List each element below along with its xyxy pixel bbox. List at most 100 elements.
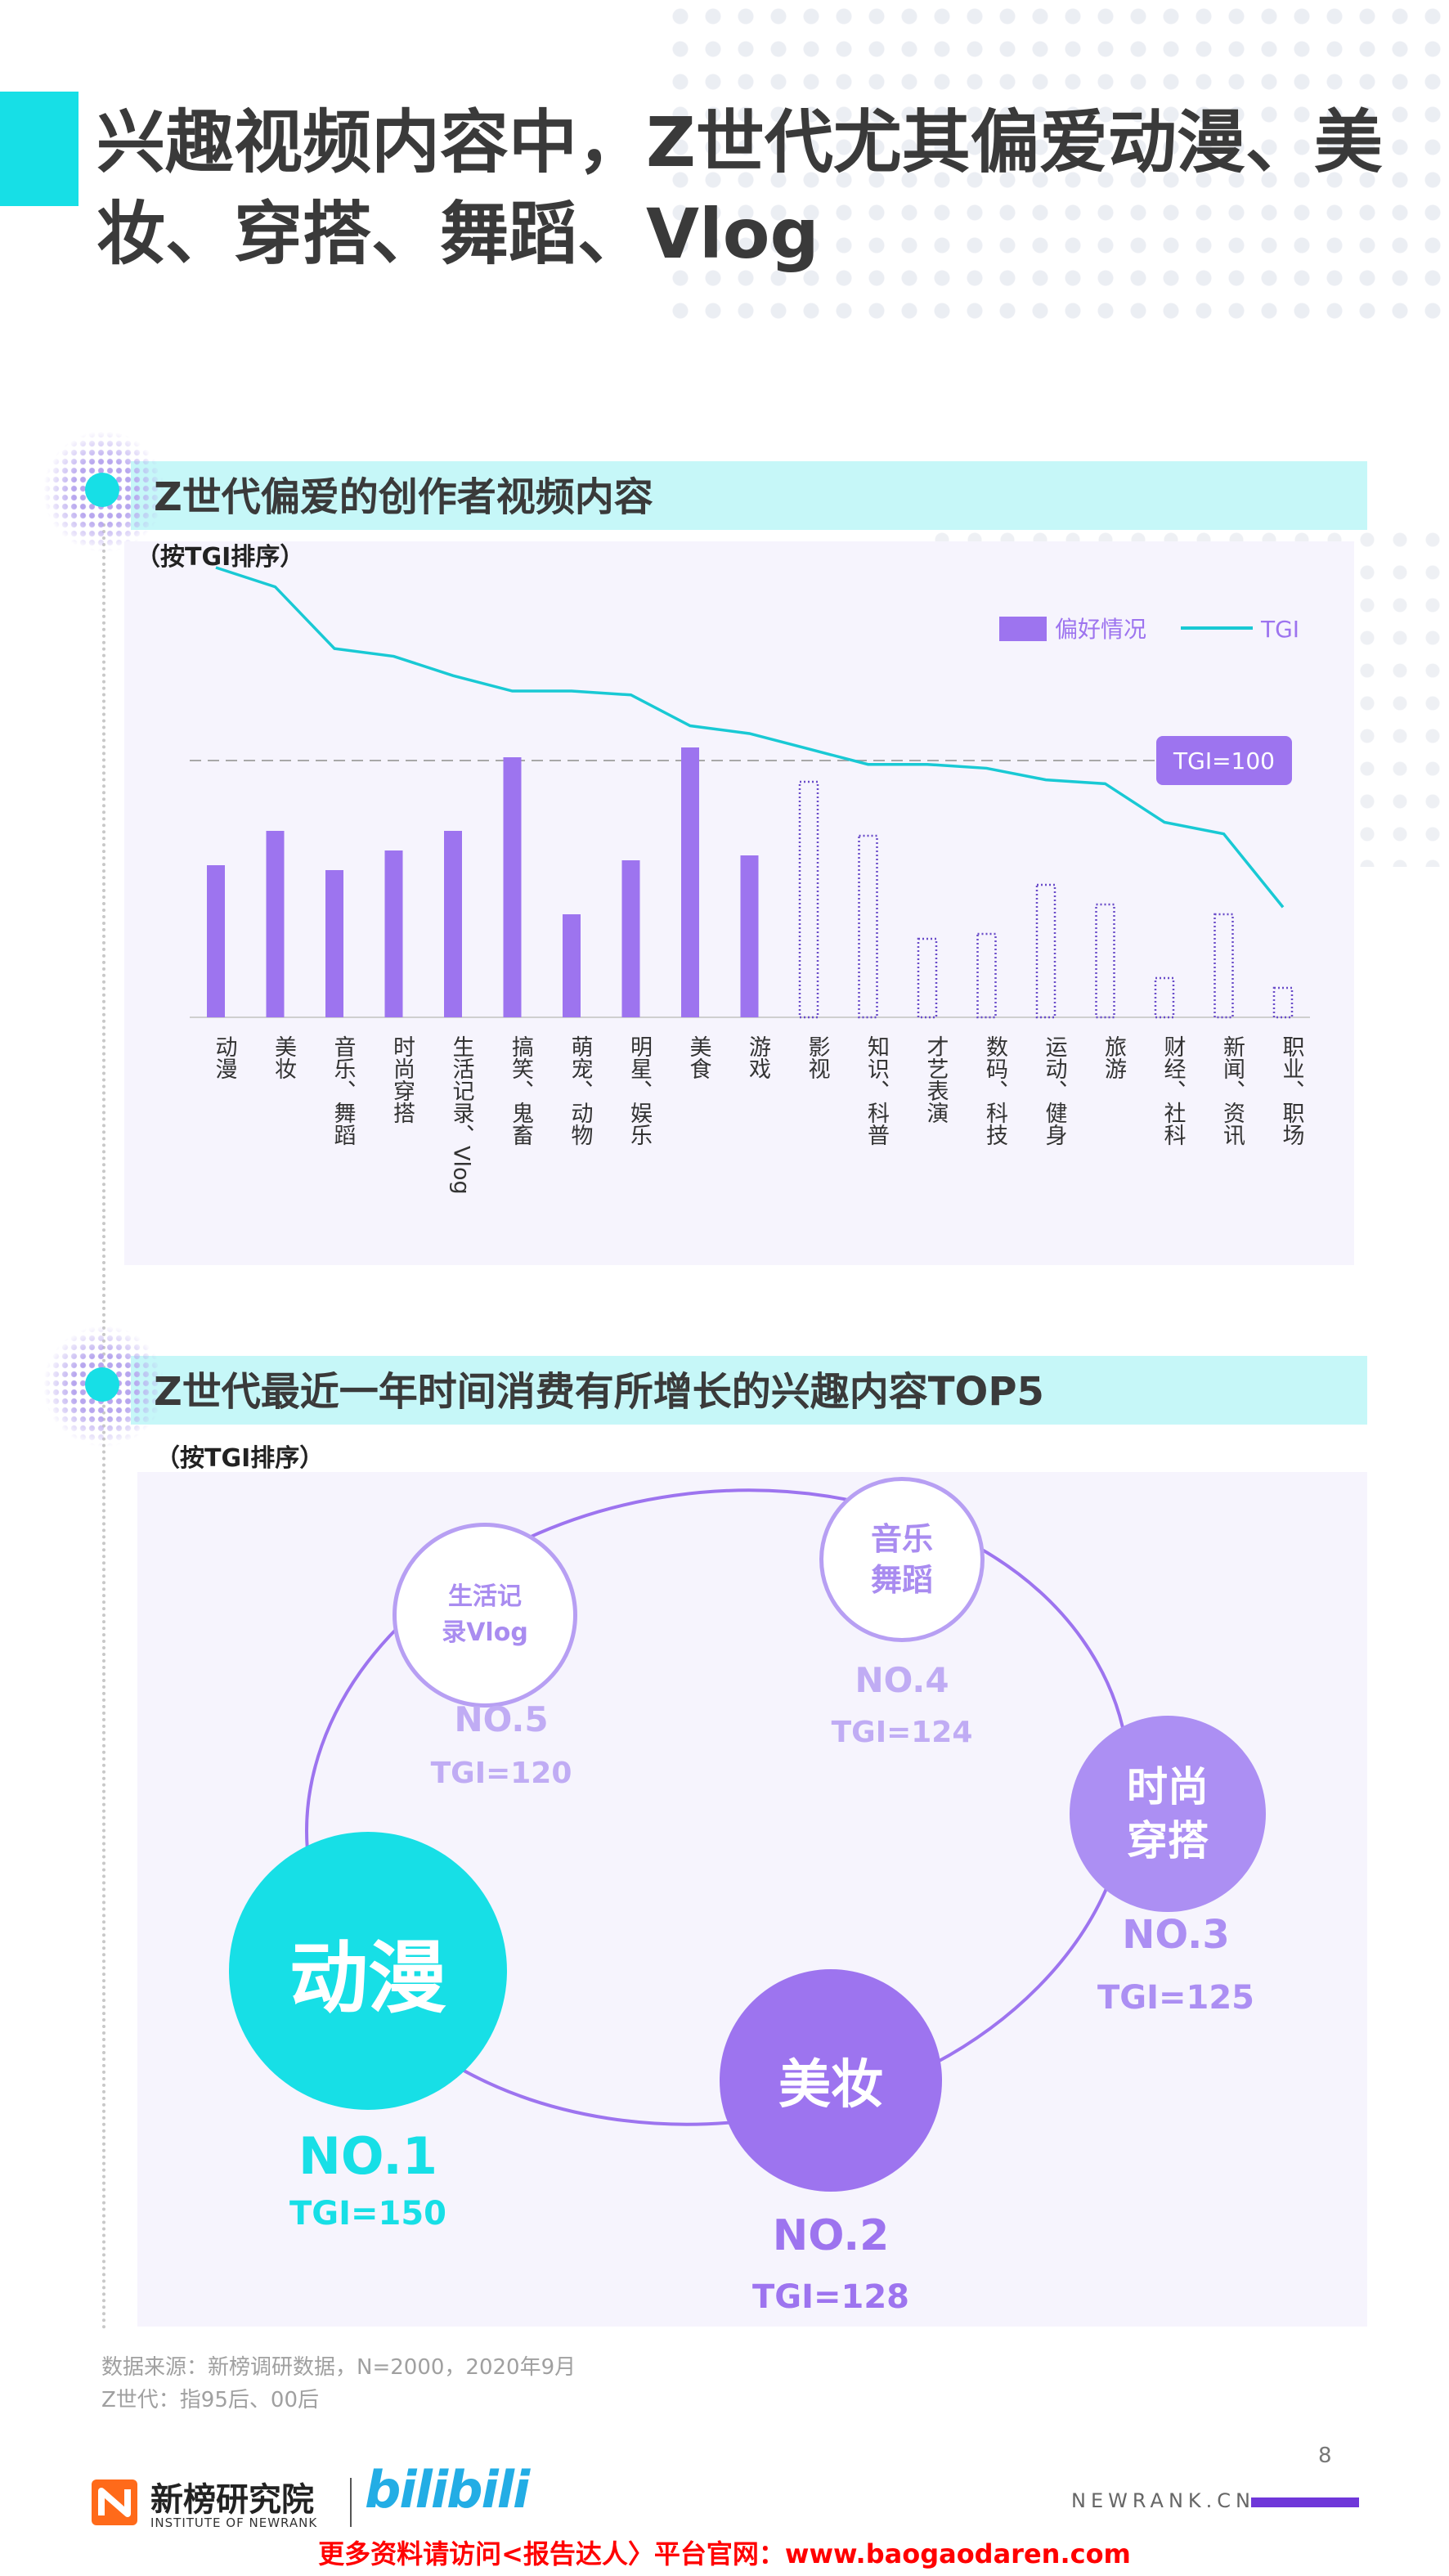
category-label-10: 游戏 <box>745 1035 771 1079</box>
bar-12 <box>858 834 878 1019</box>
top5-item1-tgi: TGI=150 <box>289 2195 446 2233</box>
section1-header: Z世代偏爱的创作者视频内容 <box>0 430 1449 553</box>
page-number: 8 <box>1318 2444 1332 2468</box>
top5-item5-rank: NO.5 <box>454 1699 549 1739</box>
category-label-6: 搞笑、鬼畜 <box>508 1035 534 1146</box>
bar-6 <box>503 757 522 1017</box>
bars-layer <box>190 747 1310 1019</box>
bar-4 <box>384 850 403 1017</box>
preference-chart: TGI=100 动漫 美妆 音乐、舞蹈 时尚穿搭 生活记录、Vlog 搞笑、鬼畜 萌宠、动物… <box>190 566 1310 1195</box>
category-label-12: 知识、科普 <box>864 1035 890 1146</box>
top5-item2-label: 美妆 <box>778 2055 883 2116</box>
tgi-line-layer <box>215 566 1285 909</box>
section2-header: Z世代最近一年时间消费有所增长的兴趣内容TOP5 <box>0 1325 1449 1447</box>
bar-16 <box>1095 903 1115 1019</box>
top5-item4-tgi: TGI=124 <box>831 1716 973 1749</box>
bar-15 <box>1035 883 1056 1019</box>
bar-13 <box>917 937 938 1019</box>
bar-7 <box>563 914 581 1017</box>
category-label-1: 动漫 <box>212 1035 237 1079</box>
top5-bubble-vlog: 生活记录Vlog <box>393 1523 577 1708</box>
reference-label: TGI=100 <box>1173 747 1275 774</box>
category-label-19: 职业、职场 <box>1279 1035 1305 1146</box>
section1-dot <box>85 473 119 507</box>
top5-item3-tgi: TGI=125 <box>1097 1979 1254 2017</box>
top5-item2-rank: NO.2 <box>772 2211 890 2260</box>
top5-item4-label-line2: 舞蹈 <box>870 1562 933 1598</box>
section1-subtitle: （按TGI排序） <box>136 543 305 572</box>
category-label-14: 数码、科技 <box>982 1035 1008 1146</box>
category-label-5: 生活记录、Vlog <box>449 1035 474 1195</box>
bar-2 <box>266 831 285 1017</box>
section2-title: Z世代最近一年时间消费有所增长的兴趣内容TOP5 <box>154 1369 1044 1415</box>
newrank-logo-icon <box>92 2480 137 2525</box>
source-note: 数据来源：新榜调研数据，N=2000，2020年9月 <box>101 2355 576 2380</box>
bar-9 <box>681 747 699 1017</box>
newrank-logo-text: 新榜研究院 <box>150 2481 314 2519</box>
bar-10 <box>740 855 759 1017</box>
logo-separator <box>350 2478 352 2527</box>
section2-subtitle: （按TGI排序） <box>155 1444 325 1473</box>
bar-5 <box>444 831 462 1017</box>
bar-11 <box>798 780 819 1019</box>
tgi-line <box>215 566 1285 909</box>
category-label-16: 旅游 <box>1101 1035 1127 1079</box>
top5-item3-rank: NO.3 <box>1122 1912 1230 1958</box>
category-label-11: 影视 <box>805 1035 830 1079</box>
legend: 偏好情况 TGI <box>999 616 1299 643</box>
category-label-18: 新闻、资讯 <box>1219 1035 1245 1146</box>
page-title: 兴趣视频内容中，Z世代尤其偏爱动漫、美 妆、穿搭、舞蹈、Vlog <box>96 96 1405 280</box>
bar-18 <box>1213 913 1234 1019</box>
category-label-15: 运动、健身 <box>1042 1035 1068 1146</box>
footer-link[interactable]: 更多资料请访问<报告达人〉平台官网：www.baogaodaren.com <box>318 2538 1131 2569</box>
section2-dot <box>85 1367 119 1402</box>
top5-item5-label-line2: 录Vlog <box>442 1618 528 1647</box>
top5-item3-label-line2: 穿搭 <box>1127 1817 1209 1865</box>
bar-19 <box>1272 986 1294 1019</box>
legend-bar-swatch <box>999 617 1047 641</box>
category-label-9: 美食 <box>686 1035 711 1079</box>
bar-8 <box>621 860 640 1017</box>
top5-item3-label-line1: 时尚 <box>1127 1763 1209 1811</box>
bilibili-logo: bilibili <box>365 2460 530 2520</box>
title-accent-bar <box>0 92 79 206</box>
definition-note: Z世代：指95后、00后 <box>101 2388 319 2412</box>
top5-item4-label-line1: 音乐 <box>870 1521 933 1557</box>
top5-item2-tgi: TGI=128 <box>751 2278 909 2316</box>
top5-item4-rank: NO.4 <box>855 1660 949 1700</box>
top5-item5-label-line1: 生活记 <box>448 1582 522 1611</box>
top5-bubble-fashion: 时尚 穿搭 <box>1070 1716 1266 1912</box>
section1-band <box>131 461 1367 530</box>
top5-item5-tgi: TGI=120 <box>430 1757 572 1790</box>
top5-item1-rank: NO.1 <box>298 2126 437 2186</box>
category-label-17: 财经、社科 <box>1160 1035 1187 1146</box>
category-label-3: 音乐、舞蹈 <box>330 1035 357 1146</box>
bar-17 <box>1154 976 1175 1019</box>
legend-bar-label: 偏好情况 <box>1055 616 1146 643</box>
page-title-line2: 妆、穿搭、舞蹈、Vlog <box>96 194 819 274</box>
bar-3 <box>325 870 343 1017</box>
page-title-line1: 兴趣视频内容中，Z世代尤其偏爱动漫、美 <box>96 102 1383 182</box>
site-accent-bar <box>1251 2497 1359 2507</box>
newrank-logo-subtext: INSTITUTE OF NEWRANK <box>150 2515 318 2530</box>
reference-layer: TGI=100 <box>190 736 1292 785</box>
section1-title: Z世代偏爱的创作者视频内容 <box>154 474 653 520</box>
category-label-13: 才艺表演 <box>923 1035 949 1124</box>
top5-bubble-music: 音乐 舞蹈 <box>819 1477 985 1642</box>
site-url: NEWRANK.CN <box>1071 2489 1255 2512</box>
category-label-2: 美妆 <box>271 1035 297 1079</box>
category-label-4: 时尚穿搭 <box>389 1035 415 1124</box>
top5-item1-label: 动漫 <box>289 1932 446 2024</box>
top5-bubble-makeup: 美妆 <box>720 1969 942 2192</box>
top5-bubble-anime: 动漫 <box>229 1832 507 2110</box>
legend-line-label: TGI <box>1260 616 1299 643</box>
category-label-8: 明星、娱乐 <box>626 1035 652 1146</box>
bar-14 <box>976 932 997 1019</box>
section2-band <box>131 1356 1367 1425</box>
reference-badge <box>1156 736 1292 785</box>
bar-1 <box>207 865 225 1017</box>
category-label-7: 萌宠、动物 <box>567 1035 594 1146</box>
dot-pattern-top <box>664 0 1449 327</box>
category-labels-layer: 动漫 美妆 音乐、舞蹈 时尚穿搭 生活记录、Vlog 搞笑、鬼畜 萌宠、动物 明星、娱乐 美食游… <box>212 1035 1305 1195</box>
